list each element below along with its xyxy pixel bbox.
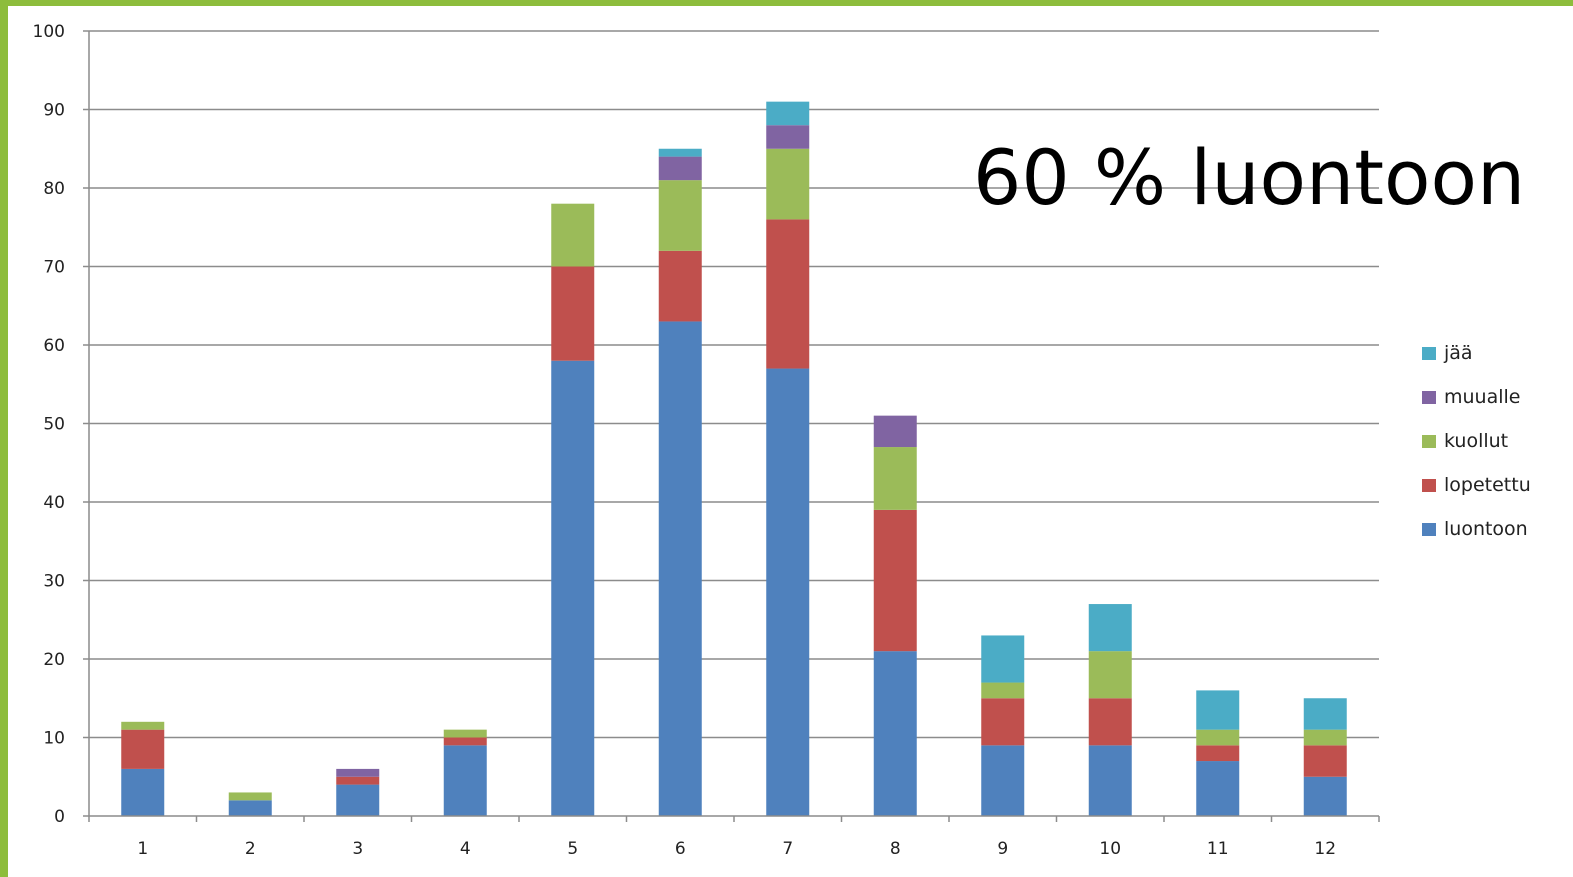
y-tick-label: 40	[43, 493, 65, 513]
bar-segment-kuollut	[873, 447, 917, 510]
bar-segment-muualle	[873, 415, 917, 448]
x-tick-label: 10	[1099, 839, 1121, 859]
legend: jää muualle kuollut lopetettu luontoon	[1422, 342, 1531, 540]
bar-segment-lopetettu	[551, 266, 595, 361]
bar-segment-luontoon	[121, 768, 165, 816]
y-tick-label: 50	[43, 415, 65, 435]
y-tick-label: 60	[43, 336, 65, 356]
bar-segment-kuollut	[551, 203, 595, 267]
bar-segment-luontoon	[1196, 761, 1240, 816]
bar-segment-jää	[1303, 698, 1347, 730]
bar-segment-lopetettu	[336, 776, 380, 785]
legend-label: luontoon	[1444, 518, 1528, 540]
bar-segment-lopetettu	[658, 250, 702, 322]
bar-segment-luontoon	[658, 321, 702, 816]
legend-label: jää	[1443, 342, 1473, 364]
bar-segment-luontoon	[443, 745, 487, 816]
bar-segment-luontoon	[1303, 776, 1347, 816]
bar-segment-muualle	[766, 125, 810, 149]
y-tick-label: 20	[43, 650, 65, 670]
bar-segment-kuollut	[658, 180, 702, 251]
bar-segment-kuollut	[443, 729, 487, 738]
bar-segment-lopetettu	[443, 737, 487, 746]
bar-segment-luontoon	[336, 784, 380, 816]
x-tick-label: 7	[782, 839, 793, 859]
bar-segment-luontoon	[766, 368, 810, 816]
bar-segment-lopetettu	[1196, 745, 1240, 762]
y-tick-label: 80	[43, 179, 65, 199]
bar-segment-kuollut	[1088, 651, 1132, 699]
bar-segment-kuollut	[228, 792, 272, 801]
y-tick-label: 10	[43, 729, 65, 749]
bar-segment-lopetettu	[1088, 698, 1132, 746]
bar-segment-luontoon	[228, 800, 272, 816]
bar-segment-jää	[1196, 690, 1240, 730]
legend-label: muualle	[1444, 386, 1520, 408]
bar-segment-lopetettu	[766, 219, 810, 369]
y-tick-label: 90	[43, 101, 65, 121]
annotation-text: 60 % luontoon	[973, 133, 1525, 222]
bar-segment-kuollut	[121, 721, 165, 730]
bar-segment-muualle	[336, 768, 380, 777]
bars	[121, 101, 1347, 816]
bar-segment-luontoon	[1088, 745, 1132, 816]
y-tick-label: 70	[43, 258, 65, 278]
x-tick-label: 5	[567, 839, 578, 859]
legend-swatch	[1422, 523, 1436, 536]
x-tick-label: 3	[352, 839, 363, 859]
x-tick-label: 12	[1314, 839, 1336, 859]
bar-segment-jää	[658, 148, 702, 157]
bar-segment-luontoon	[981, 745, 1025, 816]
bar-segment-kuollut	[981, 682, 1025, 699]
bar-segment-jää	[1088, 604, 1132, 652]
x-tick-label: 11	[1207, 839, 1229, 859]
x-tick-label: 8	[890, 839, 901, 859]
gridlines	[89, 30, 1379, 739]
y-tick-label: 100	[33, 22, 65, 42]
bar-segment-kuollut	[766, 148, 810, 220]
bar-segment-kuollut	[1303, 729, 1347, 746]
bar-segment-lopetettu	[121, 729, 165, 769]
x-tick-label: 9	[997, 839, 1008, 859]
legend-swatch	[1422, 479, 1436, 492]
bar-segment-luontoon	[873, 651, 917, 816]
y-tick-label: 30	[43, 572, 65, 592]
bar-segment-jää	[766, 101, 810, 126]
x-tick-label: 2	[245, 839, 256, 859]
legend-label: lopetettu	[1444, 474, 1531, 496]
x-tick-label: 1	[137, 839, 148, 859]
slide-frame: 0 10 20 30 40 50 60 70 80 90 100 1 2 3 4 5 6 7 8 9 10 11 12 jä…	[8, 6, 1573, 877]
legend-swatch	[1422, 347, 1436, 360]
bar-segment-jää	[981, 635, 1025, 683]
x-tick-label: 6	[675, 839, 686, 859]
legend-swatch	[1422, 391, 1436, 404]
y-tick-label: 0	[54, 807, 65, 827]
bar-segment-lopetettu	[1303, 745, 1347, 777]
legend-label: kuollut	[1444, 430, 1508, 452]
bar-segment-kuollut	[1196, 729, 1240, 746]
bar-segment-lopetettu	[873, 509, 917, 652]
bar-segment-lopetettu	[981, 698, 1025, 746]
bar-segment-luontoon	[551, 360, 595, 816]
legend-swatch	[1422, 435, 1436, 448]
bar-segment-muualle	[658, 156, 702, 181]
x-tick-label: 4	[460, 839, 471, 859]
